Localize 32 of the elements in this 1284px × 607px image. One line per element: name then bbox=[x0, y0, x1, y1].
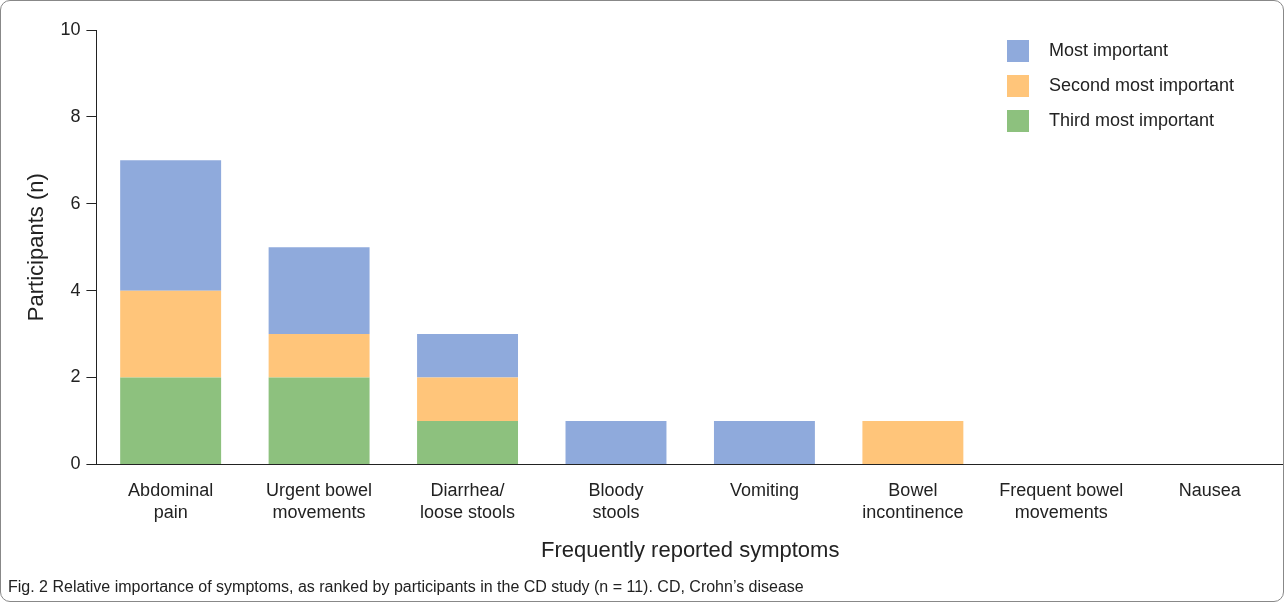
bar bbox=[268, 377, 370, 464]
legend-label: Second most important bbox=[1048, 75, 1234, 96]
bar bbox=[120, 160, 222, 291]
y-tick-label: 10 bbox=[60, 18, 81, 39]
y-tick-label: 0 bbox=[70, 453, 81, 474]
bar bbox=[862, 420, 964, 464]
bar bbox=[268, 334, 370, 378]
x-tick-label: Frequent bowel movements bbox=[999, 480, 1124, 522]
legend-label: Third most important bbox=[1048, 110, 1214, 131]
y-axis-title: Participants (n) bbox=[23, 173, 49, 322]
y-tick-label: 2 bbox=[70, 366, 81, 387]
caption: Fig. 2 Relative importance of symptoms, as ranked by participants in the CD study (n = 11). CD, Crohn’s disease bbox=[8, 578, 804, 596]
bar bbox=[417, 420, 519, 464]
bar bbox=[120, 377, 222, 464]
x-tick-label: Abdominal pain bbox=[128, 480, 214, 522]
y-tick-label: 8 bbox=[70, 105, 81, 126]
x-tick-label: Diarrhea/ loose stools bbox=[420, 480, 516, 522]
bar bbox=[417, 377, 519, 421]
bar bbox=[565, 420, 667, 464]
bar bbox=[417, 334, 519, 378]
x-tick-label: Bloody stools bbox=[588, 480, 644, 522]
x-tick-label: Vomiting bbox=[729, 480, 799, 501]
y-tick-label: 6 bbox=[70, 192, 81, 213]
bar bbox=[120, 290, 222, 378]
bar bbox=[713, 420, 815, 464]
x-tick-label: Urgent bowel movements bbox=[266, 480, 373, 522]
y-tick-label: 4 bbox=[70, 279, 81, 300]
legend-label: Most important bbox=[1048, 40, 1168, 61]
x-tick-label: Bowel incontinence bbox=[862, 480, 964, 522]
x-tick-label: Nausea bbox=[1178, 480, 1242, 501]
bar bbox=[268, 247, 370, 335]
x-axis-title: Frequently reported symptoms bbox=[541, 536, 840, 562]
